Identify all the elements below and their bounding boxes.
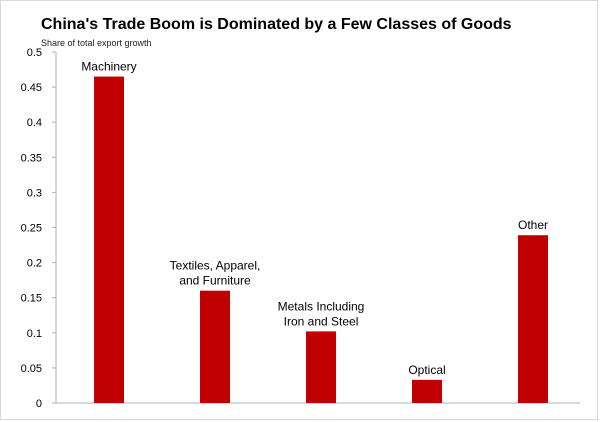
bar — [94, 76, 124, 403]
y-tick-label: 0.3 — [27, 187, 42, 199]
bar-category-label: and Furniture — [179, 274, 251, 288]
chart-title: China's Trade Boom is Dominated by a Few… — [41, 16, 512, 33]
bar — [518, 235, 548, 403]
bar — [306, 331, 336, 403]
y-tick-label: 0.15 — [21, 293, 42, 305]
y-tick-label: 0.4 — [27, 117, 42, 129]
bar-category-label: Iron and Steel — [284, 314, 359, 328]
bar-category-label: Optical — [408, 363, 445, 377]
bar-category-label: Textiles, Apparel, — [170, 259, 261, 273]
y-tick-label: 0.35 — [21, 152, 42, 164]
y-tick-label: 0.1 — [27, 328, 42, 340]
bar — [200, 290, 230, 403]
bar-category-label: Other — [518, 218, 548, 232]
y-tick-label: 0 — [36, 398, 42, 410]
bar — [412, 379, 442, 403]
y-tick-label: 0.5 — [27, 47, 42, 59]
bar-category-label: Machinery — [81, 60, 136, 74]
y-tick-label: 0.45 — [21, 82, 42, 94]
y-tick-label: 0.05 — [21, 363, 42, 375]
chart-subtitle: Share of total export growth — [41, 38, 152, 48]
bar-category-label: Metals Including — [278, 299, 365, 313]
y-tick-label: 0.25 — [21, 223, 42, 235]
y-tick-label: 0.2 — [27, 258, 42, 270]
